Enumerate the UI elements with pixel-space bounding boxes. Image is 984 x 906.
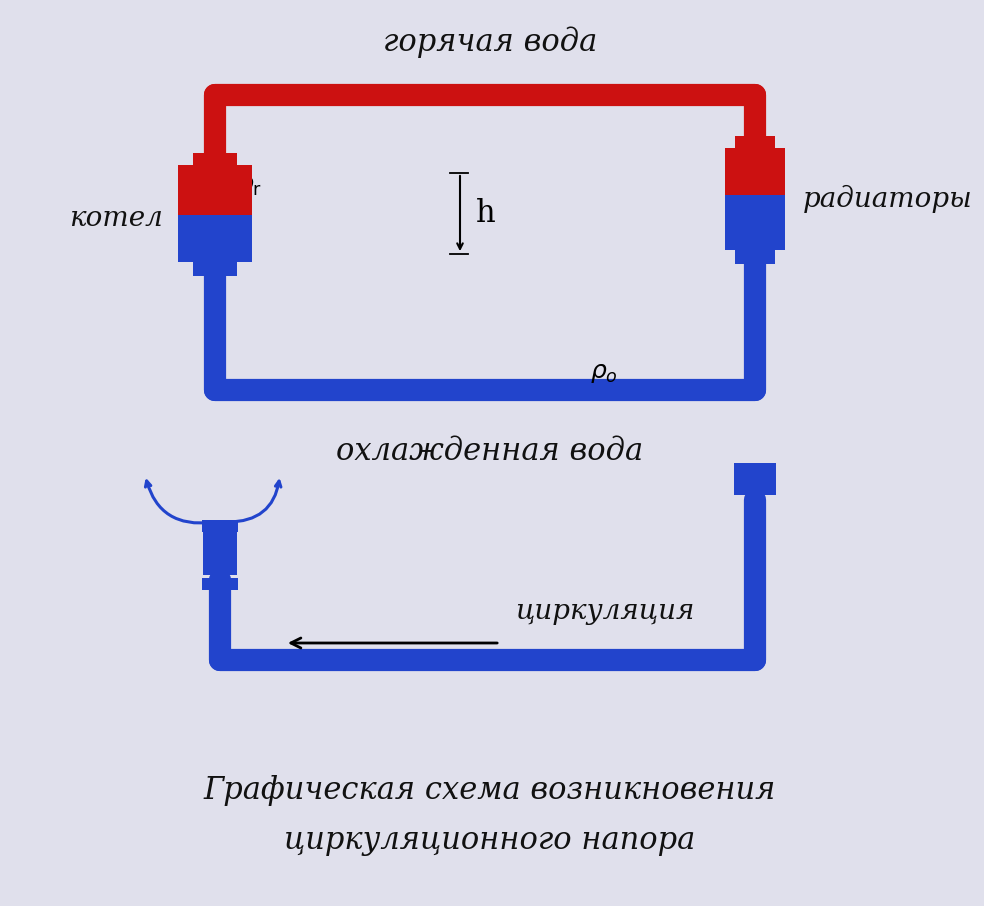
Text: циркуляция: циркуляция — [515, 598, 695, 625]
Bar — [178, 165, 252, 218]
Bar — [734, 463, 776, 495]
Bar — [203, 530, 237, 575]
Text: h: h — [476, 198, 496, 229]
Bar — [735, 136, 775, 150]
Bar — [178, 215, 252, 262]
Bar — [725, 148, 785, 198]
Bar — [193, 153, 237, 167]
Text: охлажденная вода: охлажденная вода — [337, 437, 644, 467]
Bar — [735, 250, 775, 264]
Bar — [193, 262, 237, 276]
Text: радиаторы: радиаторы — [803, 185, 973, 213]
Text: $\rho_o$: $\rho_o$ — [590, 362, 618, 385]
Text: горячая вода: горячая вода — [383, 26, 597, 58]
Text: котел: котел — [69, 205, 163, 232]
Bar — [202, 578, 238, 590]
Text: циркуляционного напора: циркуляционного напора — [284, 824, 696, 855]
Text: $\rho_\mathsf{r}$: $\rho_\mathsf{r}$ — [237, 175, 262, 198]
Text: Графическая схема возникновения: Графическая схема возникновения — [204, 775, 776, 805]
Bar — [202, 520, 238, 532]
Bar — [725, 195, 785, 250]
